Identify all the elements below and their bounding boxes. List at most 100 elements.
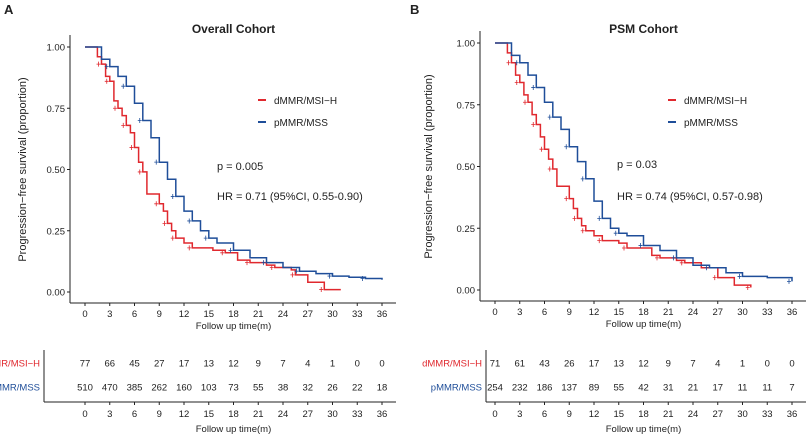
x-tick-label: 6 xyxy=(132,309,137,320)
x-tick-label: 27 xyxy=(712,307,723,318)
x-tick-label: 24 xyxy=(688,307,699,318)
censor-mark xyxy=(121,83,126,89)
risk-count: 26 xyxy=(564,359,575,370)
risk-count: 43 xyxy=(539,359,550,370)
km-curve-dmmr xyxy=(495,42,752,288)
x-tick-label: 3 xyxy=(107,309,112,320)
x-tick-label: 0 xyxy=(82,309,87,320)
censor-mark xyxy=(547,166,552,172)
risk-count: 262 xyxy=(151,383,167,394)
risk-count: 13 xyxy=(203,359,214,370)
censor-mark xyxy=(220,250,225,256)
x-axis-label: Follow up time(m) xyxy=(196,321,272,332)
censor-mark xyxy=(104,64,109,70)
p-value: p = 0.03 xyxy=(617,159,657,171)
risk-count: 71 xyxy=(490,359,501,370)
x-tick-label: 33 xyxy=(762,307,773,318)
censor-mark xyxy=(121,122,126,128)
x-tick-label: 33 xyxy=(352,309,363,320)
censor-mark xyxy=(327,273,332,279)
legend-label: pMMR/MSS xyxy=(684,118,738,129)
censor-mark xyxy=(737,273,742,279)
risk-x-tick-label: 18 xyxy=(638,409,649,420)
risk-x-tick-label: 24 xyxy=(278,409,289,420)
risk-count: 26 xyxy=(327,383,338,394)
risk-count: 0 xyxy=(355,359,360,370)
x-tick-label: 30 xyxy=(737,307,748,318)
legend-label: dMMR/MSI−H xyxy=(274,96,337,107)
risk-x-tick-label: 33 xyxy=(352,409,363,420)
censor-mark xyxy=(523,99,527,105)
censor-mark xyxy=(294,268,299,274)
risk-count: 1 xyxy=(330,359,335,370)
censor-mark xyxy=(170,235,175,241)
risk-x-tick-label: 12 xyxy=(179,409,190,420)
x-tick-label: 24 xyxy=(278,309,289,320)
censor-mark xyxy=(154,159,159,165)
censor-mark xyxy=(572,215,577,221)
censor-mark xyxy=(564,196,569,202)
risk-count: 9 xyxy=(256,359,261,370)
x-tick-label: 6 xyxy=(542,307,547,318)
hazard-ratio: HR = 0.74 (95%CI, 0.57-0.98) xyxy=(617,191,763,203)
x-tick-label: 36 xyxy=(377,309,388,320)
y-tick-label: 1.00 xyxy=(457,39,476,50)
km-curve-pmmr xyxy=(85,46,383,280)
y-tick-label: 0.25 xyxy=(457,224,476,235)
risk-count: 0 xyxy=(789,359,794,370)
panel-label: B xyxy=(410,2,419,17)
risk-count: 470 xyxy=(102,383,118,394)
risk-count: 12 xyxy=(228,359,239,370)
risk-count: 66 xyxy=(104,359,115,370)
x-tick-label: 9 xyxy=(567,307,572,318)
censor-mark xyxy=(580,176,585,182)
censor-mark xyxy=(187,218,192,224)
censor-mark xyxy=(564,144,569,150)
censor-mark xyxy=(261,260,266,266)
x-tick-label: 21 xyxy=(253,309,264,320)
censor-mark xyxy=(137,169,142,175)
risk-x-tick-label: 3 xyxy=(107,409,112,420)
risk-x-tick-label: 3 xyxy=(517,409,522,420)
x-tick-label: 15 xyxy=(203,309,214,320)
risk-count: 42 xyxy=(638,383,649,394)
risk-row-label: dMMR/MSI−H xyxy=(422,359,482,370)
censor-mark xyxy=(539,146,544,152)
risk-count: 17 xyxy=(589,359,600,370)
y-tick-label: 0.00 xyxy=(47,288,66,299)
risk-x-tick-label: 6 xyxy=(132,409,137,420)
p-value: p = 0.005 xyxy=(217,161,263,173)
censor-mark xyxy=(597,215,602,221)
x-tick-label: 27 xyxy=(302,309,313,320)
risk-count: 55 xyxy=(613,383,624,394)
risk-count: 160 xyxy=(176,383,192,394)
censor-mark xyxy=(638,243,643,249)
risk-x-tick-label: 27 xyxy=(712,409,723,420)
censor-mark xyxy=(154,201,159,207)
x-tick-label: 18 xyxy=(638,307,649,318)
chart-title: PSM Cohort xyxy=(609,22,678,36)
x-tick-label: 36 xyxy=(787,307,798,318)
risk-x-tick-label: 0 xyxy=(82,409,87,420)
x-tick-label: 18 xyxy=(228,309,239,320)
x-tick-label: 30 xyxy=(327,309,338,320)
censor-mark xyxy=(228,247,233,253)
risk-count: 232 xyxy=(512,383,528,394)
risk-count: 1 xyxy=(740,359,745,370)
risk-count: 55 xyxy=(253,383,264,394)
y-tick-label: 0.75 xyxy=(47,104,66,115)
legend-label: pMMR/MSS xyxy=(274,118,328,129)
risk-x-tick-label: 30 xyxy=(327,409,338,420)
risk-count: 73 xyxy=(228,383,239,394)
censor-mark xyxy=(187,245,192,251)
risk-count: 27 xyxy=(154,359,165,370)
risk-count: 32 xyxy=(302,383,313,394)
censor-mark xyxy=(360,276,365,282)
risk-count: 21 xyxy=(688,383,699,394)
risk-x-tick-label: 24 xyxy=(688,409,699,420)
risk-count: 11 xyxy=(738,383,748,394)
risk-count: 89 xyxy=(589,383,600,394)
censor-mark xyxy=(162,220,167,226)
risk-count: 254 xyxy=(487,383,503,394)
risk-x-tick-label: 9 xyxy=(567,409,572,420)
